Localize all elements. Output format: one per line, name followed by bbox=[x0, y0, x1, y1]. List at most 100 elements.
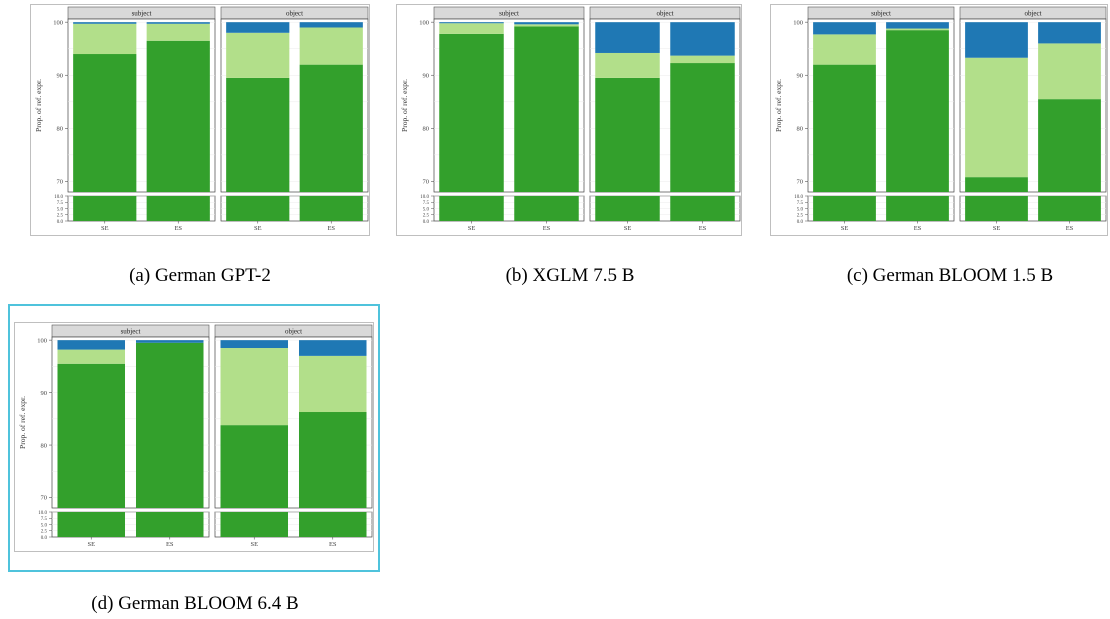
y-tick-label: 100 bbox=[793, 19, 803, 26]
y-tick-label-lower: 7.5 bbox=[57, 201, 64, 206]
y-tick-label-lower: 0.0 bbox=[423, 220, 430, 225]
bar-segment-light_green-object-SE bbox=[226, 32, 290, 78]
bar-segment-lower-dark_green-object-ES bbox=[299, 196, 363, 221]
bar-segment-lower-dark_green-subject-ES bbox=[135, 512, 204, 537]
bar-segment-lower-dark_green-object-SE bbox=[595, 196, 660, 221]
x-tick-label: ES bbox=[327, 225, 335, 232]
x-tick-label: ES bbox=[699, 225, 707, 232]
bar-segment-dark_green-subject-SE bbox=[813, 64, 876, 192]
x-tick-label: ES bbox=[174, 225, 182, 232]
selection-highlight bbox=[8, 304, 380, 572]
bar-segment-blue-object-ES bbox=[299, 22, 363, 28]
facet-strip-label: subject bbox=[132, 10, 152, 18]
bar-segment-blue-subject-SE bbox=[813, 22, 876, 35]
y-tick-label: 90 bbox=[797, 72, 804, 79]
bar-segment-lower-dark_green-subject-SE bbox=[439, 196, 504, 221]
bar-segment-lower-dark_green-subject-SE bbox=[813, 196, 876, 221]
x-tick-label: SE bbox=[468, 225, 476, 232]
bar-segment-dark_green-object-ES bbox=[299, 64, 363, 192]
y-tick-label: 70 bbox=[41, 495, 48, 502]
bar-segment-blue-object-ES bbox=[1038, 22, 1101, 44]
y-tick-label-lower: 2.5 bbox=[797, 214, 804, 219]
bar-segment-light_green-object-ES bbox=[1038, 43, 1101, 100]
caption-c: (c) German BLOOM 1.5 B bbox=[846, 265, 1054, 286]
facet-strip-label: object bbox=[1024, 10, 1041, 18]
bar-segment-dark_green-subject-ES bbox=[514, 26, 579, 193]
bar-segment-dark_green-object-SE bbox=[226, 77, 290, 192]
x-tick-label: SE bbox=[841, 225, 849, 232]
x-tick-label: SE bbox=[993, 225, 1001, 232]
y-tick-label: 90 bbox=[423, 72, 430, 79]
y-axis-label: Prop. of ref. expr. bbox=[18, 396, 27, 449]
chart-panel-c: Prop. of ref. expr. 100 90 80 70 10.0 7.5 5.0 2.… bbox=[770, 4, 1108, 236]
bar-segment-blue-object-ES bbox=[670, 22, 735, 56]
x-tick-label: SE bbox=[624, 225, 632, 232]
y-tick-label: 100 bbox=[37, 337, 47, 344]
bar-segment-dark_green-object-ES bbox=[1038, 99, 1101, 192]
bar-segment-light_green-object-SE bbox=[220, 348, 289, 426]
y-tick-label-lower: 7.5 bbox=[41, 517, 48, 522]
bar-segment-blue-subject-ES bbox=[886, 22, 949, 29]
bar-segment-light_green-subject-SE bbox=[439, 23, 504, 34]
y-tick-label: 80 bbox=[41, 442, 48, 449]
bar-segment-light_green-subject-ES bbox=[146, 23, 210, 41]
facet-strip-label: subject bbox=[121, 328, 141, 336]
y-axis-label: Prop. of ref. expr. bbox=[774, 79, 783, 132]
y-tick-label-lower: 10.0 bbox=[794, 195, 803, 200]
x-tick-label: SE bbox=[254, 225, 262, 232]
y-tick-label-lower: 0.0 bbox=[41, 536, 48, 541]
x-tick-label: ES bbox=[329, 541, 337, 548]
caption-b: (b) XGLM 7.5 B bbox=[505, 265, 635, 286]
y-tick-label-lower: 10.0 bbox=[38, 511, 47, 516]
bar-segment-blue-subject-ES bbox=[514, 22, 579, 25]
y-tick-label-lower: 0.0 bbox=[57, 220, 64, 225]
x-tick-label: ES bbox=[914, 225, 922, 232]
bar-segment-lower-dark_green-subject-SE bbox=[57, 512, 126, 537]
bar-segment-dark_green-subject-SE bbox=[439, 33, 504, 193]
bar-segment-blue-subject-ES bbox=[135, 340, 204, 343]
y-tick-label-lower: 7.5 bbox=[797, 201, 804, 206]
bar-segment-lower-dark_green-object-SE bbox=[226, 196, 290, 221]
bar-segment-lower-dark_green-object-SE bbox=[220, 512, 289, 537]
y-tick-label-lower: 2.5 bbox=[423, 214, 430, 219]
bar-segment-light_green-object-ES bbox=[298, 355, 367, 413]
bar-segment-dark_green-subject-ES bbox=[135, 342, 204, 508]
y-tick-label: 100 bbox=[419, 19, 429, 26]
bar-segment-lower-dark_green-subject-ES bbox=[514, 196, 579, 221]
y-tick-label: 80 bbox=[423, 126, 430, 133]
bar-segment-lower-dark_green-object-SE bbox=[965, 196, 1028, 221]
bar-segment-dark_green-object-ES bbox=[298, 412, 367, 508]
y-tick-label-lower: 0.0 bbox=[797, 220, 804, 225]
chart-panel-d: Prop. of ref. expr. 100 90 80 70 10.0 7.5 5.0 2.… bbox=[14, 322, 374, 552]
bar-segment-lower-dark_green-object-ES bbox=[298, 512, 367, 537]
y-tick-label: 80 bbox=[57, 126, 64, 133]
bar-segment-light_green-object-SE bbox=[965, 57, 1028, 178]
y-tick-label: 70 bbox=[57, 179, 64, 186]
y-tick-label-lower: 2.5 bbox=[41, 530, 48, 535]
bar-segment-lower-dark_green-object-ES bbox=[670, 196, 735, 221]
y-tick-label: 90 bbox=[41, 390, 48, 397]
bar-segment-light_green-object-ES bbox=[670, 55, 735, 64]
x-tick-label: SE bbox=[250, 541, 258, 548]
facet-strip-label: subject bbox=[871, 10, 891, 18]
bar-segment-light_green-subject-SE bbox=[73, 23, 137, 55]
caption-d: (d) German BLOOM 6.4 B bbox=[91, 593, 299, 614]
bar-segment-light_green-object-ES bbox=[299, 27, 363, 65]
bar-segment-dark_green-object-SE bbox=[595, 77, 660, 192]
y-tick-label-lower: 5.0 bbox=[423, 207, 430, 212]
facet-strip-label: object bbox=[656, 10, 673, 18]
y-axis-label: Prop. of ref. expr. bbox=[400, 79, 409, 132]
chart-panel-a: Prop. of ref. expr. 100 90 80 70 10.0 7.5 5.0 2.… bbox=[30, 4, 370, 236]
facet-strip-label: object bbox=[286, 10, 303, 18]
facet-strip-label: object bbox=[285, 328, 302, 336]
bar-segment-lower-dark_green-subject-ES bbox=[146, 196, 210, 221]
y-tick-label: 100 bbox=[53, 19, 63, 26]
bar-segment-light_green-subject-ES bbox=[514, 24, 579, 27]
bar-segment-blue-subject-ES bbox=[146, 22, 210, 24]
x-tick-label: ES bbox=[166, 541, 174, 548]
chart-b-svg: Prop. of ref. expr. 100 90 80 70 10.07.55.0 2.… bbox=[396, 4, 742, 236]
caption-a: (a) German GPT-2 bbox=[129, 265, 271, 286]
y-tick-label-lower: 10.0 bbox=[54, 195, 63, 200]
bar-segment-dark_green-object-SE bbox=[965, 177, 1028, 192]
y-axis-label: Prop. of ref. expr. bbox=[34, 79, 43, 132]
